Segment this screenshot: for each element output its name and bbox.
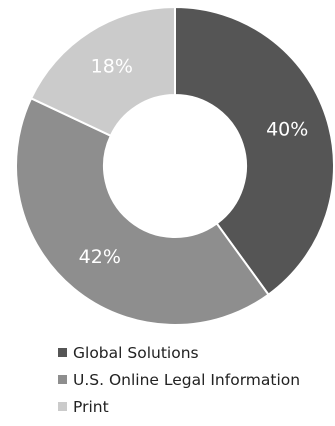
slice-percent-label: 18% [91, 55, 133, 77]
legend-label: U.S. Online Legal Information [73, 370, 301, 389]
legend-item-us-online-legal: U.S. Online Legal Information [58, 369, 300, 390]
legend-label: Print [73, 397, 109, 416]
slice-percent-label: 42% [79, 246, 121, 268]
legend-item-print: Print [58, 396, 300, 417]
legend-item-global-solutions: Global Solutions [58, 342, 300, 363]
legend-swatch [58, 348, 67, 357]
chart-legend: Global Solutions U.S. Online Legal Infor… [58, 342, 300, 423]
legend-label: Global Solutions [73, 343, 199, 362]
legend-swatch [58, 402, 67, 411]
donut-slice-print [29, 5, 176, 138]
slice-percent-label: 40% [266, 119, 308, 141]
donut-slice-u-s-online-legal-information [15, 96, 270, 326]
donut-chart: 40% 42% 18% [15, 5, 335, 326]
legend-swatch [58, 375, 67, 384]
donut-slice-global-solutions [174, 5, 335, 297]
